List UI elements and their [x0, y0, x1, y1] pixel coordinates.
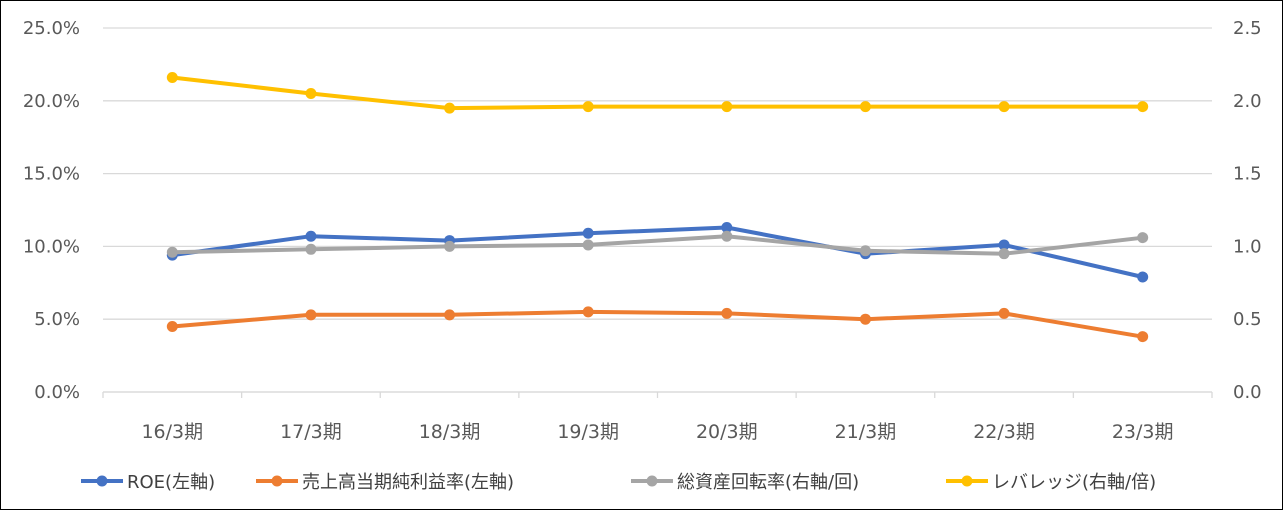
data-point [166, 72, 178, 84]
x-axis-ticks: 16/3期 17/3期 18/3期 19/3期 20/3期 21/3期 22/3期 23/3期 [102, 391, 1213, 443]
data-point [721, 307, 733, 319]
data-point [859, 245, 871, 257]
x-axis-tick-label: 23/3期 [1112, 421, 1174, 443]
data-point [582, 239, 594, 251]
data-point [444, 102, 456, 114]
series-4 [166, 72, 1149, 114]
data-point [444, 240, 456, 252]
legend-label: 総資産回転率(右軸/回) [677, 472, 859, 493]
x-axis-tick-label: 16/3期 [141, 421, 203, 443]
data-point [721, 101, 733, 113]
data-point [859, 313, 871, 325]
data-point [998, 239, 1010, 251]
legend-label: ROE(左軸) [127, 472, 215, 493]
right-axis-tick-label: 2.0 [1233, 91, 1262, 112]
right-axis-tick-label: 1.5 [1233, 164, 1262, 185]
legend-swatch-marker [961, 475, 973, 487]
series-3 [166, 230, 1149, 260]
series-2 [166, 306, 1149, 343]
x-axis-tick-label: 18/3期 [419, 421, 481, 443]
data-point [305, 309, 317, 321]
x-axis-tick-label: 17/3期 [280, 421, 342, 443]
data-point [582, 101, 594, 113]
left-axis-tick-label: 0.0% [34, 382, 80, 403]
data-point [998, 248, 1010, 260]
left-axis-tick-label: 5.0% [34, 309, 80, 330]
data-point [998, 101, 1010, 113]
series-line [170, 225, 1145, 279]
data-point [998, 307, 1010, 319]
x-axis-tick-label: 19/3期 [557, 421, 619, 443]
right-axis-tick-label: 1.0 [1233, 236, 1262, 257]
left-axis-tick-label: 20.0% [23, 91, 80, 112]
legend-item: 売上高当期純利益率(左軸) [256, 472, 514, 493]
legend-label: レバレッジ(右軸/倍) [992, 472, 1156, 493]
x-axis-tick-label: 21/3期 [835, 421, 897, 443]
x-axis-tick-label: 20/3期 [696, 421, 758, 443]
legend-swatch-marker [96, 475, 108, 487]
data-point [582, 306, 594, 318]
data-point [582, 227, 594, 239]
data-point [1137, 101, 1149, 113]
data-point [166, 320, 178, 332]
legend-swatch-marker [271, 475, 283, 487]
series-line [170, 234, 1145, 256]
legend-item: ROE(左軸) [81, 472, 215, 493]
right-axis-tick-label: 2.5 [1233, 18, 1262, 39]
x-axis-tick-label: 22/3期 [973, 421, 1035, 443]
left-axis-tick-label: 10.0% [23, 236, 80, 257]
series-line [170, 75, 1145, 111]
left-axis-tick-label: 15.0% [23, 164, 80, 185]
gridlines [103, 27, 1212, 393]
left-axis-ticks: 0.0% 5.0% 10.0% 15.0% 20.0% 25.0% [23, 18, 80, 403]
legend-label: 売上高当期純利益率(左軸) [302, 472, 514, 493]
series-lines [166, 72, 1149, 343]
legend-item: レバレッジ(右軸/倍) [946, 472, 1156, 493]
data-point [166, 246, 178, 258]
data-point [859, 101, 871, 113]
data-point [1137, 232, 1149, 244]
right-axis-tick-label: 0.5 [1233, 309, 1262, 330]
data-point [1137, 331, 1149, 343]
data-point [305, 230, 317, 242]
data-point [305, 243, 317, 255]
legend-item: 総資産回転率(右軸/回) [631, 472, 859, 493]
right-axis-ticks: 0.0 0.5 1.0 1.5 2.0 2.5 [1233, 18, 1262, 403]
data-point [444, 309, 456, 321]
legend: ROE(左軸) 売上高当期純利益率(左軸) 総資産回転率(右軸/回) レバレッジ(右軸… [81, 472, 1156, 493]
right-axis-tick-label: 0.0 [1233, 382, 1262, 403]
data-point [305, 88, 317, 100]
series-line [170, 309, 1145, 339]
left-axis-tick-label: 25.0% [23, 18, 80, 39]
legend-swatch-marker [646, 475, 658, 487]
data-point [721, 230, 733, 242]
data-point [1137, 271, 1149, 283]
data-point [721, 221, 733, 233]
